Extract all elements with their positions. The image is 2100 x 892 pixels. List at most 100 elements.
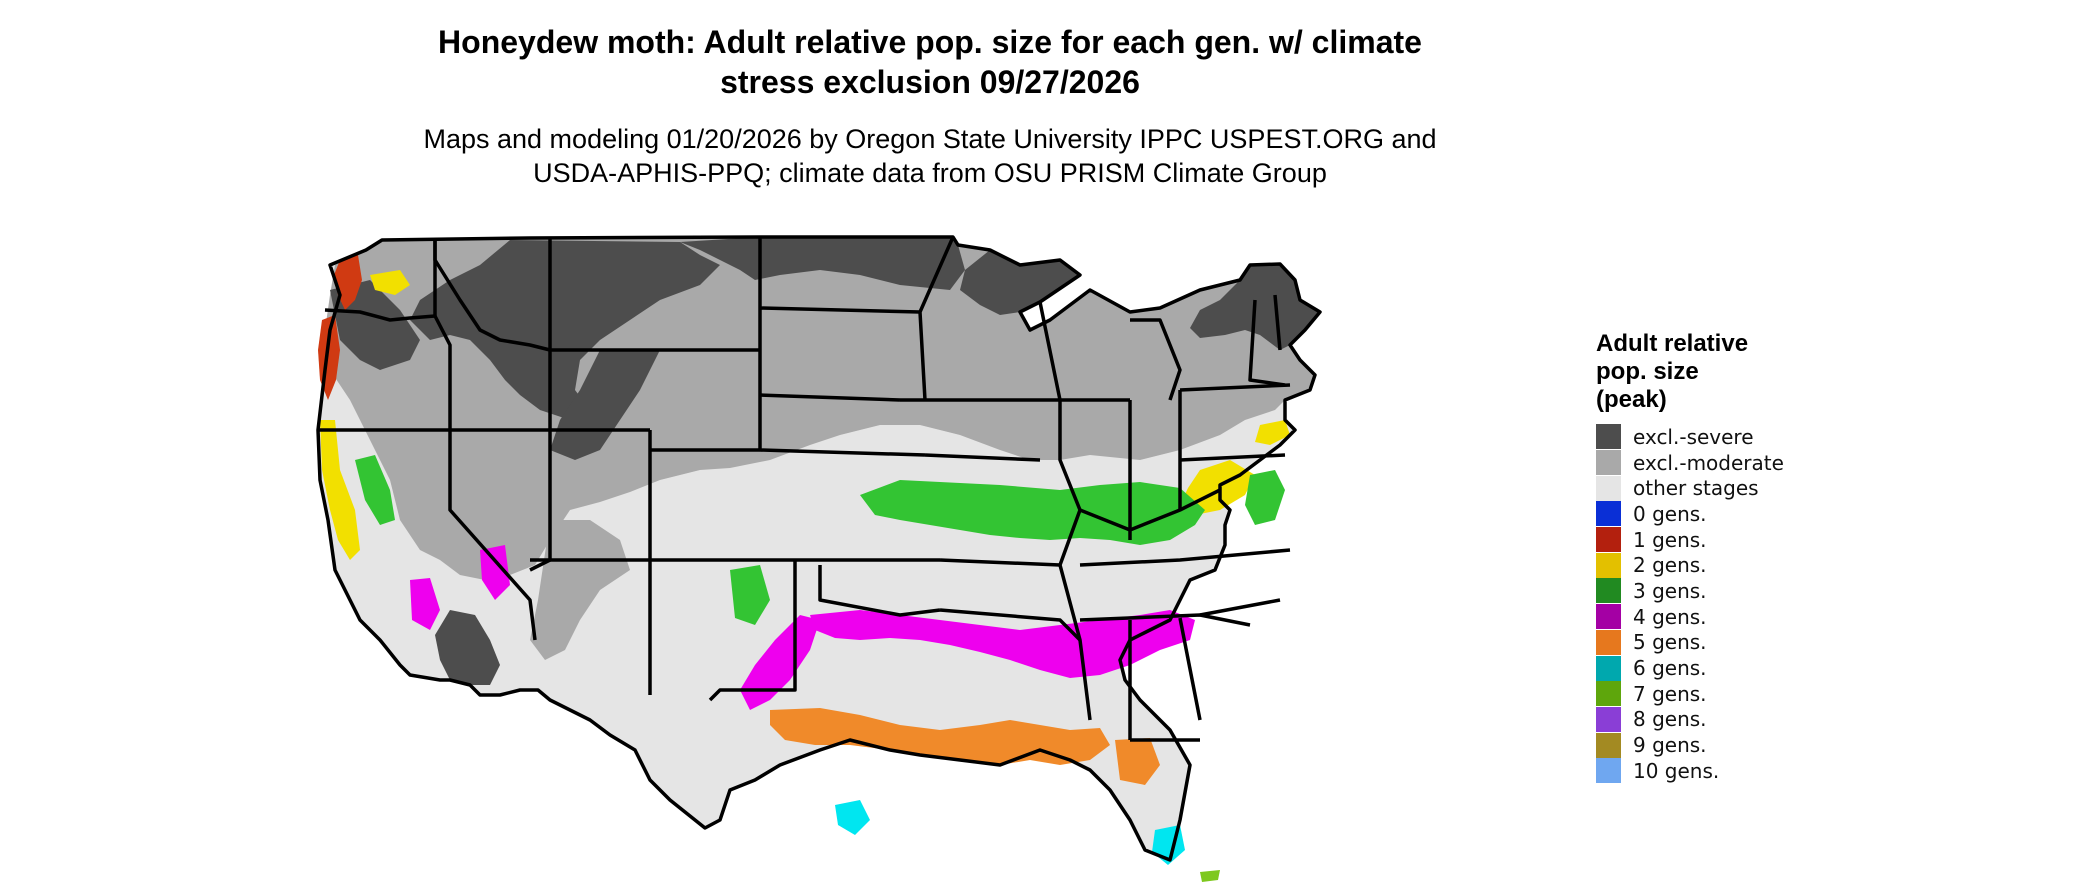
legend-swatch bbox=[1596, 424, 1621, 450]
border-pennsylvania-south bbox=[1179, 453, 1286, 462]
border-missouri-arkansas bbox=[939, 558, 1061, 567]
legend-label: 5 gens. bbox=[1633, 630, 1707, 655]
legend-title-line-1: Adult relative bbox=[1596, 330, 1749, 357]
severe-colorado bbox=[550, 350, 660, 460]
map-title: Honeydew moth: Adult relative pop. size … bbox=[330, 22, 1530, 102]
legend-swatch bbox=[1596, 501, 1621, 527]
legend-label: 7 gens. bbox=[1633, 681, 1707, 706]
gen2-california-coast bbox=[320, 420, 360, 560]
severe-arizona bbox=[435, 610, 500, 685]
legend-swatch bbox=[1596, 732, 1621, 758]
legend-label: 6 gens. bbox=[1633, 656, 1707, 681]
subtitle-line-2: USDA-APHIS-PPQ; climate data from OSU PR… bbox=[533, 158, 1327, 188]
border-pennsylvania-ny bbox=[1179, 383, 1291, 392]
legend-item: excl.-severe bbox=[1596, 424, 1856, 450]
severe-great-lakes bbox=[960, 250, 1080, 315]
border-oregon-idaho bbox=[433, 315, 452, 430]
border-oklahoma-texas bbox=[818, 565, 941, 617]
gen2-northeast-coast bbox=[1255, 420, 1290, 445]
legend-items: excl.-severe excl.-moderate other stages 0 … bbox=[1596, 424, 1856, 784]
border-new-mexico-texas bbox=[708, 560, 797, 702]
legend-label: 3 gens. bbox=[1633, 578, 1707, 603]
legend-item: 9 gens. bbox=[1596, 732, 1856, 758]
gen4-southwest bbox=[410, 578, 440, 630]
legend-label: 2 gens. bbox=[1633, 553, 1707, 578]
legend-item: excl.-moderate bbox=[1596, 450, 1856, 476]
legend-title-line-3: (peak) bbox=[1596, 386, 1667, 413]
legend-item: 5 gens. bbox=[1596, 629, 1856, 656]
legend-item: 4 gens. bbox=[1596, 604, 1856, 630]
border-sd-nebraska bbox=[759, 393, 901, 402]
legend-item: 2 gens. bbox=[1596, 552, 1856, 578]
gen3-new-mexico bbox=[730, 565, 770, 625]
legend-item: 1 gens. bbox=[1596, 527, 1856, 553]
border-carolinas bbox=[1199, 598, 1281, 617]
border-ohio-river bbox=[1079, 488, 1221, 532]
gen3-virginia bbox=[1245, 470, 1285, 525]
legend-item: 8 gens. bbox=[1596, 706, 1856, 733]
legend-label: excl.-moderate bbox=[1633, 450, 1784, 475]
gen2-washington bbox=[370, 270, 410, 295]
border-alabama-georgia bbox=[1178, 617, 1202, 721]
legend-title: Adult relative pop. size (peak) bbox=[1596, 330, 1856, 414]
border-dakotas-minnesota bbox=[918, 236, 955, 401]
legend-item: other stages bbox=[1596, 475, 1856, 501]
legend-label: 10 gens. bbox=[1633, 758, 1720, 783]
state-borders bbox=[316, 235, 1322, 862]
title-line-2: stress exclusion 09/27/2026 bbox=[720, 64, 1140, 100]
border-michigan bbox=[1130, 318, 1182, 401]
border-idaho-montana bbox=[433, 238, 551, 352]
border-iowa-missouri bbox=[924, 453, 1041, 462]
title-line-1: Honeydew moth: Adult relative pop. size … bbox=[438, 24, 1422, 60]
gen5-gulf-band bbox=[770, 708, 1110, 765]
legend-swatch bbox=[1596, 655, 1621, 681]
border-utah-wyoming bbox=[548, 350, 650, 432]
gen3-california-valley bbox=[355, 455, 395, 525]
legend-label: 0 gens. bbox=[1633, 501, 1707, 526]
legend-swatch bbox=[1596, 758, 1621, 784]
legend-title-line-2: pop. size bbox=[1596, 358, 1699, 385]
gen4-texas-band bbox=[740, 615, 820, 710]
gen6-south-texas bbox=[835, 800, 870, 835]
border-california-nevada bbox=[448, 430, 537, 641]
gen5-florida-band bbox=[1115, 738, 1160, 785]
subtitle-line-1: Maps and modeling 01/20/2026 by Oregon S… bbox=[423, 124, 1437, 154]
legend-label: 9 gens. bbox=[1633, 733, 1707, 758]
us-map bbox=[316, 235, 1322, 882]
legend-swatch bbox=[1596, 475, 1621, 501]
gen3-midwest-band bbox=[860, 480, 1205, 545]
legend-swatch bbox=[1596, 527, 1621, 553]
border-nd-sd bbox=[759, 306, 921, 314]
legend-swatch bbox=[1596, 604, 1621, 630]
legend-item: 3 gens. bbox=[1596, 578, 1856, 604]
legend-label: other stages bbox=[1633, 476, 1759, 501]
us-outline bbox=[316, 235, 1322, 862]
legend-swatch bbox=[1596, 450, 1621, 476]
border-vermont-nh bbox=[1273, 294, 1282, 351]
legend-label: excl.-severe bbox=[1633, 424, 1754, 449]
border-washington-oregon bbox=[324, 308, 436, 322]
legend-label: 4 gens. bbox=[1633, 604, 1707, 629]
legend-item: 10 gens. bbox=[1596, 758, 1856, 784]
border-new-england bbox=[1248, 299, 1286, 387]
severe-rockies bbox=[410, 240, 720, 420]
legend-item: 0 gens. bbox=[1596, 501, 1856, 527]
map-legend: Adult relative pop. size (peak) excl.-se… bbox=[1596, 330, 1856, 784]
severe-northern-plains bbox=[680, 237, 965, 290]
gen4-southern-band bbox=[810, 610, 1195, 678]
legend-swatch bbox=[1596, 629, 1621, 655]
legend-swatch bbox=[1596, 552, 1621, 578]
legend-label: 1 gens. bbox=[1633, 527, 1707, 552]
legend-item: 6 gens. bbox=[1596, 655, 1856, 681]
border-kentucky-tennessee bbox=[1079, 548, 1291, 567]
gen7-florida-keys bbox=[1200, 870, 1220, 882]
border-arkansas-louisiana bbox=[939, 608, 1082, 642]
map-subtitle: Maps and modeling 01/20/2026 by Oregon S… bbox=[330, 122, 1530, 190]
legend-item: 7 gens. bbox=[1596, 681, 1856, 707]
moderate-south-texas bbox=[530, 520, 630, 660]
gen4-southwest-2 bbox=[480, 545, 510, 600]
border-nebraska-kansas bbox=[759, 448, 926, 457]
legend-swatch bbox=[1596, 578, 1621, 604]
legend-swatch bbox=[1596, 681, 1621, 707]
legend-swatch bbox=[1596, 706, 1621, 732]
